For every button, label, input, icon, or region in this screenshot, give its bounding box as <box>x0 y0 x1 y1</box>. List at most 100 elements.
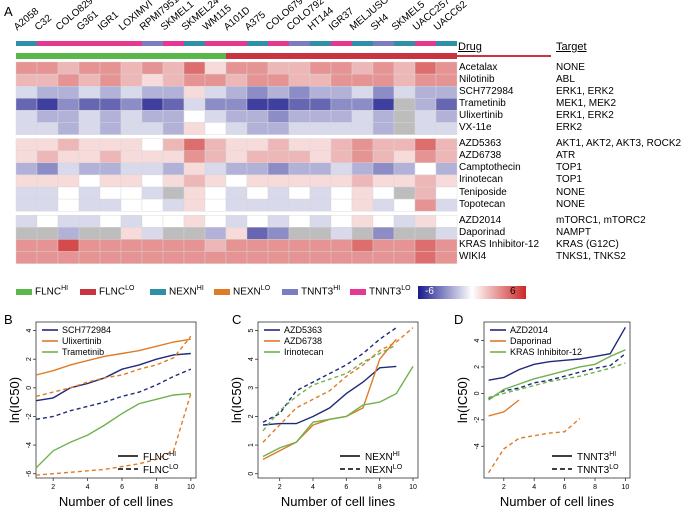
heatmap-cell <box>435 239 458 252</box>
heatmap-cell <box>330 198 353 212</box>
heatmap-cell <box>204 150 227 163</box>
legend-label: NEXNLO <box>233 285 270 297</box>
heatmap-cell <box>414 150 437 163</box>
heatmap-cell <box>288 214 311 228</box>
x-tick-label: 10 <box>622 484 630 491</box>
group-bar-cell <box>352 41 373 46</box>
heatmap-cell <box>309 138 332 151</box>
flnc-bar-cell <box>352 53 373 59</box>
heatmap-cell <box>162 214 185 228</box>
heatmap-cell <box>372 186 395 200</box>
legend-swatch <box>150 289 166 295</box>
heatmap-cell <box>162 174 185 188</box>
heatmap-cell <box>225 227 248 240</box>
heatmap-cell <box>78 214 101 228</box>
heatmap-cell <box>99 251 122 264</box>
heatmap-cell <box>162 61 185 75</box>
style-legend-sup: LO <box>169 464 179 471</box>
legend-swatch <box>16 289 32 295</box>
heatmap-cell <box>330 214 353 228</box>
heatmap-cell <box>120 186 143 200</box>
style-legend-label: NEXNLO <box>365 464 403 476</box>
heatmap-cell <box>330 251 353 264</box>
drug-label: Teniposide <box>459 186 507 198</box>
heatmap-cell <box>414 239 437 252</box>
target-label: ATR <box>556 150 576 162</box>
style-legend-sup: HI <box>393 451 400 458</box>
heatmap-cell <box>162 227 185 240</box>
heatmap-cell <box>141 198 164 212</box>
heatmap-cell <box>246 85 269 99</box>
heatmap-cell <box>78 174 101 188</box>
heatmap-cell <box>330 227 353 240</box>
legend-entry: AZD2014 <box>510 325 548 335</box>
heatmap-cell <box>351 61 374 75</box>
legend-entry: Trametinib <box>62 347 104 357</box>
heatmap-cell <box>435 73 458 87</box>
series-line <box>262 365 397 426</box>
heatmap-cell <box>15 98 38 111</box>
heatmap-cell <box>204 227 227 240</box>
x-axis-label: Number of cell lines <box>500 494 615 509</box>
heatmap-cell <box>99 162 122 176</box>
heatmap-cell <box>183 122 206 135</box>
style-legend-name: NEXN <box>365 452 393 463</box>
heatmap-cell <box>225 122 248 135</box>
legend-label-name: TNNT3 <box>301 286 334 298</box>
heatmap-cell <box>183 251 206 264</box>
heatmap-cell <box>246 98 269 111</box>
heatmap-cell <box>330 73 353 87</box>
heatmap-cell <box>78 73 101 87</box>
group-bar-cell <box>289 41 310 46</box>
heatmap-cell <box>57 251 80 264</box>
heatmap-cell <box>57 162 80 176</box>
heatmap-cell <box>141 227 164 240</box>
drug-label: Ulixertinib <box>459 109 503 121</box>
flnc-bar-cell <box>289 53 310 59</box>
style-legend-label: FLNCLO <box>143 464 179 476</box>
drug-label: Irinotecan <box>459 174 503 186</box>
heatmap-cell <box>309 214 332 228</box>
flnc-bar-cell <box>205 53 226 59</box>
heatmap-cell <box>162 198 185 212</box>
heatmap-cell <box>372 227 395 240</box>
heatmap-cell <box>330 150 353 163</box>
group-bar-cell <box>16 41 37 46</box>
heatmap-cell <box>267 239 290 252</box>
heatmap-cell <box>267 110 290 123</box>
heatmap-cell <box>267 214 290 228</box>
heatmap-cell <box>372 61 395 75</box>
heatmap-cell <box>183 227 206 240</box>
x-tick-label: 10 <box>187 484 195 491</box>
heatmap-cell <box>183 98 206 111</box>
heatmap-cell <box>435 186 458 200</box>
drug-label: Trametinib <box>459 97 506 109</box>
group-bar-cell <box>373 41 394 46</box>
legend-entry: Daporinad <box>510 336 552 346</box>
heatmap-cell <box>141 174 164 188</box>
heatmap-cell <box>435 214 458 228</box>
flnc-bar-cell <box>100 53 121 59</box>
heatmap-cell <box>183 61 206 75</box>
heatmap-cell <box>57 227 80 240</box>
flnc-bar-cell <box>163 53 184 59</box>
heatmap-cell <box>15 251 38 264</box>
style-legend-sup: LO <box>393 464 403 471</box>
heatmap-cell <box>393 122 416 135</box>
heatmap-cell <box>288 110 311 123</box>
heatmap-cell <box>15 61 38 75</box>
heatmap-cell <box>435 138 458 151</box>
heatmap-cell <box>435 174 458 188</box>
heatmap-cell <box>414 186 437 200</box>
heatmap-cell <box>15 186 38 200</box>
target-label: TNKS1, TNKS2 <box>556 251 626 262</box>
series-line <box>35 393 192 476</box>
heatmap-cell <box>414 174 437 188</box>
heatmap-cell <box>204 186 227 200</box>
heatmap-cell <box>246 162 269 176</box>
heatmap-cell <box>183 138 206 151</box>
target-label: NONE <box>556 186 585 198</box>
group-bar-cell <box>142 41 163 46</box>
y-tick-label: 1 <box>248 443 255 447</box>
legend-swatch <box>350 289 366 295</box>
